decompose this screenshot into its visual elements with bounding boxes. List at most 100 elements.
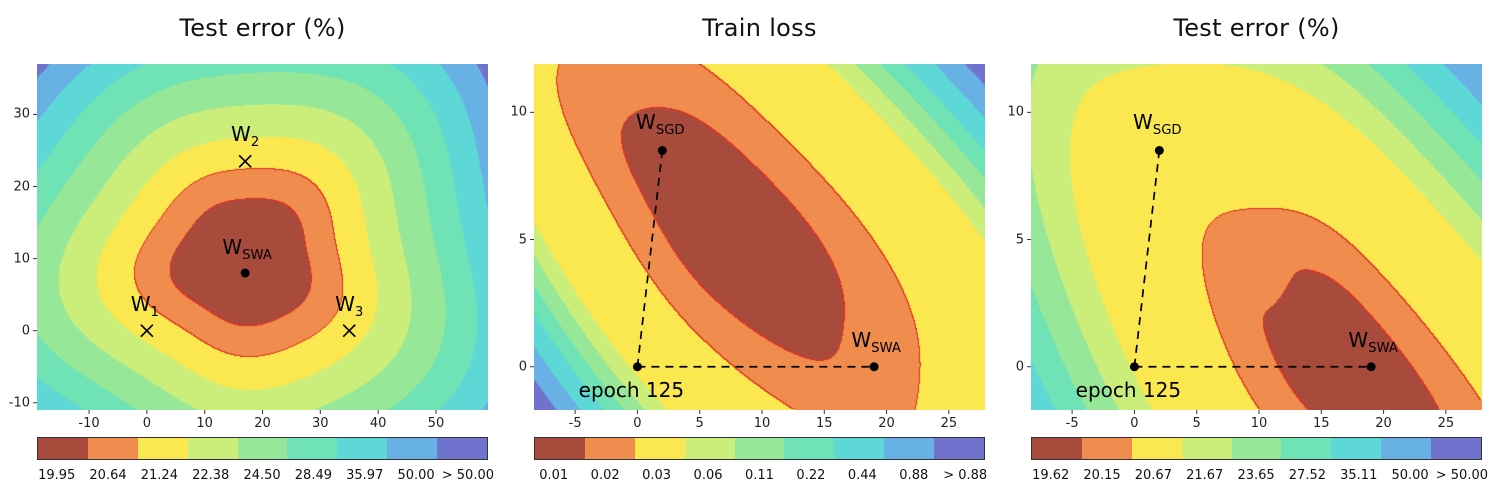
panel-test-error-sgd-trajectory: Test error (%) -5 0 5 10 15 20 25 10 5 0 WSGD WSW… [994,0,1491,498]
x-tick-label: 20 [1375,416,1392,431]
colorbar-segment [884,438,935,459]
colorbar-segment [387,438,438,459]
x-tick-label: 25 [1437,416,1455,431]
y-tick-label: 0 [21,323,30,339]
colorbar-tick-label: 0.44 [847,468,877,483]
colorbar-segment [87,438,138,459]
contour-field-canvas [1031,64,1482,410]
panel-title: Train loss [702,14,817,42]
x-marker [342,324,356,338]
dot-marker [869,362,879,372]
x-tick-label: 0 [1130,416,1139,431]
colorbar-tick-label: 23.65 [1237,468,1275,483]
colorbar-segment [684,438,735,459]
trajectory-dashed-line [636,150,664,367]
dot-marker [1366,362,1376,372]
colorbar-segment [834,438,885,459]
y-tick-label: 0 [518,359,527,375]
x-tick-label: 10 [196,416,213,431]
colorbar-segment [934,438,985,459]
panel-test-error-w-points: Test error (%) -10 0 10 20 30 40 50 30 20 10 0 -10… [0,0,497,498]
x-tick-label: 30 [312,416,329,431]
colorbar-labels: 0.01 0.02 0.03 0.06 0.11 0.22 0.44 0.88 > 0.88 [528,468,991,483]
colorbar-tick-label: 19.95 [38,468,76,483]
colorbar-segment [437,438,488,459]
colorbar-segment [535,438,585,459]
colorbar [534,437,985,460]
dot-marker [1129,362,1139,372]
colorbar-segment [634,438,685,459]
colorbar-tick-label: 21.24 [140,468,178,483]
colorbar-segment [337,438,388,459]
colorbar-tick-label: > 0.88 [943,468,988,483]
colorbar-tick-label: 0.11 [744,468,774,483]
colorbar-segment [38,438,88,459]
y-tick-label: 5 [518,232,527,248]
colorbar-labels: 19.62 20.15 20.67 21.67 23.65 27.52 35.11 50.00… [1025,468,1488,483]
contour-field-canvas [534,64,985,410]
colorbar-tick-label: 0.01 [539,468,569,483]
x-tick-label: 20 [254,416,271,431]
colorbar-tick-label: 35.97 [346,468,384,483]
trajectory-dashed-line [1133,150,1161,367]
contour-plot: -10 0 10 20 30 40 50 30 20 10 0 -10 W1 W2 W3 WSWA [9,64,488,431]
dot-marker [632,362,642,372]
x-tick-label: 15 [1313,416,1330,431]
plot-overlay [1027,111,1447,414]
colorbar-segment [137,438,188,459]
x-marker [238,154,252,168]
x-tick-label: 0 [633,416,642,431]
colorbar-segment [584,438,635,459]
colorbar-tick-label: 0.02 [590,468,620,483]
colorbar-segment [1331,438,1382,459]
x-tick-label: 40 [369,416,387,431]
plot-overlay [530,111,950,414]
y-tick-label: 0 [1015,359,1024,375]
colorbar-tick-label: 0.22 [796,468,826,483]
colorbar-tick-label: 27.52 [1288,468,1326,483]
y-tick-label: 5 [1015,232,1024,248]
y-tick-label: -10 [8,395,30,411]
colorbar-segment [1131,438,1182,459]
colorbar-tick-label: 0.88 [899,468,929,483]
contour-field-canvas [37,64,488,410]
colorbar-tick-label: > 50.00 [441,468,494,483]
colorbar [1031,437,1482,460]
colorbar-segment [1032,438,1082,459]
colorbar-segment [187,438,238,459]
x-tick-label: 0 [142,416,151,431]
y-tick-label: 10 [1007,104,1024,120]
colorbar-tick-label: 20.67 [1134,468,1172,483]
plot-overlay [33,113,437,414]
dot-marker [1154,146,1164,155]
colorbar-tick-label: 19.62 [1032,468,1070,483]
x-tick-label: 5 [1192,416,1201,431]
contour-plot: -5 0 5 10 15 20 25 10 5 0 WSGD WSWA epoch 125 [1007,64,1482,431]
x-tick-label: 25 [940,416,958,431]
colorbar-segment [1081,438,1132,459]
colorbar-tick-label: 0.06 [693,468,723,483]
colorbar-tick-label: 50.00 [1391,468,1429,483]
colorbar-tick-label: 21.67 [1186,468,1224,483]
x-tick-label: 5 [695,416,704,431]
x-tick-label: 10 [753,416,771,431]
x-tick-label: 15 [816,416,833,431]
colorbar-segment [1281,438,1332,459]
colorbar-segment [237,438,288,459]
x-tick-label: -5 [1065,416,1079,431]
dot-marker [657,146,667,155]
panel-train-loss: Train loss -5 0 5 10 15 20 25 10 5 0 WSGD WSWA epo… [497,0,994,498]
panel-title: Test error (%) [1173,14,1340,42]
colorbar-labels: 19.95 20.64 21.24 22.38 24.50 28.49 35.97 50.00… [31,468,494,483]
colorbar-tick-label: 22.38 [192,468,230,483]
colorbar-segment [1231,438,1282,459]
colorbar-tick-label: 35.11 [1340,468,1378,483]
x-tick-label: 10 [1250,416,1268,431]
colorbar-tick-label: 50.00 [397,468,435,483]
dot-marker [240,268,250,278]
colorbar-tick-label: 28.49 [294,468,332,483]
y-tick-label: 10 [13,251,30,267]
colorbar [37,437,488,460]
x-marker [140,324,154,338]
